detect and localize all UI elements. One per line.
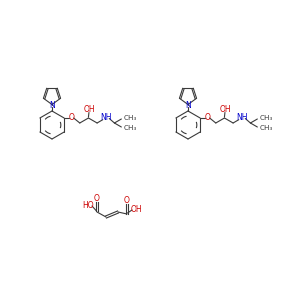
Text: O: O <box>204 113 210 122</box>
Text: CH₃: CH₃ <box>260 115 273 121</box>
Text: O: O <box>68 113 74 122</box>
Text: NH: NH <box>236 113 248 122</box>
Text: HO: HO <box>82 200 94 209</box>
Text: N: N <box>49 101 55 110</box>
Text: OH: OH <box>130 205 142 214</box>
Text: O: O <box>124 196 130 205</box>
Text: NH: NH <box>100 113 112 122</box>
Text: N: N <box>185 101 191 110</box>
Text: CH₃: CH₃ <box>123 115 137 121</box>
Text: CH₃: CH₃ <box>123 125 137 131</box>
Text: OH: OH <box>220 106 231 115</box>
Text: O: O <box>94 194 100 203</box>
Text: CH₃: CH₃ <box>260 125 273 131</box>
Text: OH: OH <box>84 106 95 115</box>
